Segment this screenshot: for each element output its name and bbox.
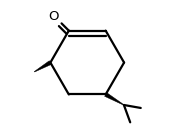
- Polygon shape: [34, 61, 51, 72]
- Polygon shape: [105, 93, 124, 105]
- Text: O: O: [48, 10, 59, 23]
